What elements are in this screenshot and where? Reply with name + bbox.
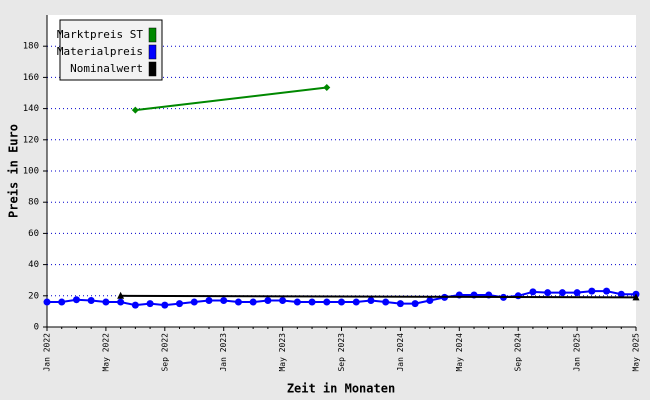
y-tick-label: 160 [23,73,39,83]
x-tick-label: Jan 2025 [573,333,582,372]
point [426,296,434,304]
legend-swatch [148,44,157,60]
point [190,298,198,306]
point [352,298,360,306]
x-tick-label: May 2024 [455,333,464,372]
series-line [135,86,327,112]
point [632,293,640,301]
x-tick-label: May 2025 [632,333,641,372]
y-tick-label: 180 [23,42,39,52]
point [588,287,596,295]
point [117,291,125,299]
point [529,288,537,296]
y-tick-label: 100 [23,167,39,177]
point [617,290,625,298]
x-tick-label: Sep 2022 [160,333,169,372]
x-tick-label: May 2022 [101,333,110,372]
legend-swatch [148,27,157,43]
legend-label: Materialpreis [57,45,143,58]
x-tick-label: May 2023 [278,333,287,372]
point [558,289,566,297]
legend-swatch [148,61,157,77]
point [382,298,390,306]
point [308,298,316,306]
y-tick-label: 20 [28,291,39,301]
point [279,296,287,304]
point [117,298,125,306]
point [573,289,581,297]
point [603,287,611,295]
point [146,300,154,308]
x-tick-label: Jan 2022 [43,333,52,372]
point [249,298,257,306]
point [205,296,213,304]
x-tick-label: Jan 2023 [219,333,228,372]
legend-box [59,19,163,81]
point [293,298,301,306]
point [72,296,80,304]
point [323,298,331,306]
x-tick-label: Jan 2024 [396,333,405,372]
point [411,300,419,308]
y-tick-label: 60 [28,229,39,239]
point [234,298,242,306]
point [131,106,139,114]
y-tick-label: 120 [23,135,39,145]
point [514,292,522,300]
point [102,298,110,306]
point [396,300,404,308]
y-tick-label: 140 [23,104,39,114]
x-tick-label: Sep 2024 [514,333,523,372]
point [338,298,345,306]
point [264,296,272,304]
y-tick-label: 0 [34,323,39,333]
point [43,298,51,306]
point [544,289,552,297]
point [367,296,375,304]
y-tick-label: 80 [28,198,39,208]
point [161,301,169,309]
x-axis-title: Zeit in Monaten [287,382,395,396]
point [220,296,228,304]
point [87,296,95,304]
legend-label: Marktpreis ST [57,28,143,41]
legend-label: Nominalwert [70,62,143,75]
point [176,300,184,308]
x-tick-label: Sep 2023 [337,333,346,372]
y-tick-label: 40 [28,260,39,270]
point [323,84,331,92]
y-axis-title: Preis in Euro [7,124,21,218]
point [58,298,66,306]
series-line [120,294,637,299]
point [131,301,139,309]
